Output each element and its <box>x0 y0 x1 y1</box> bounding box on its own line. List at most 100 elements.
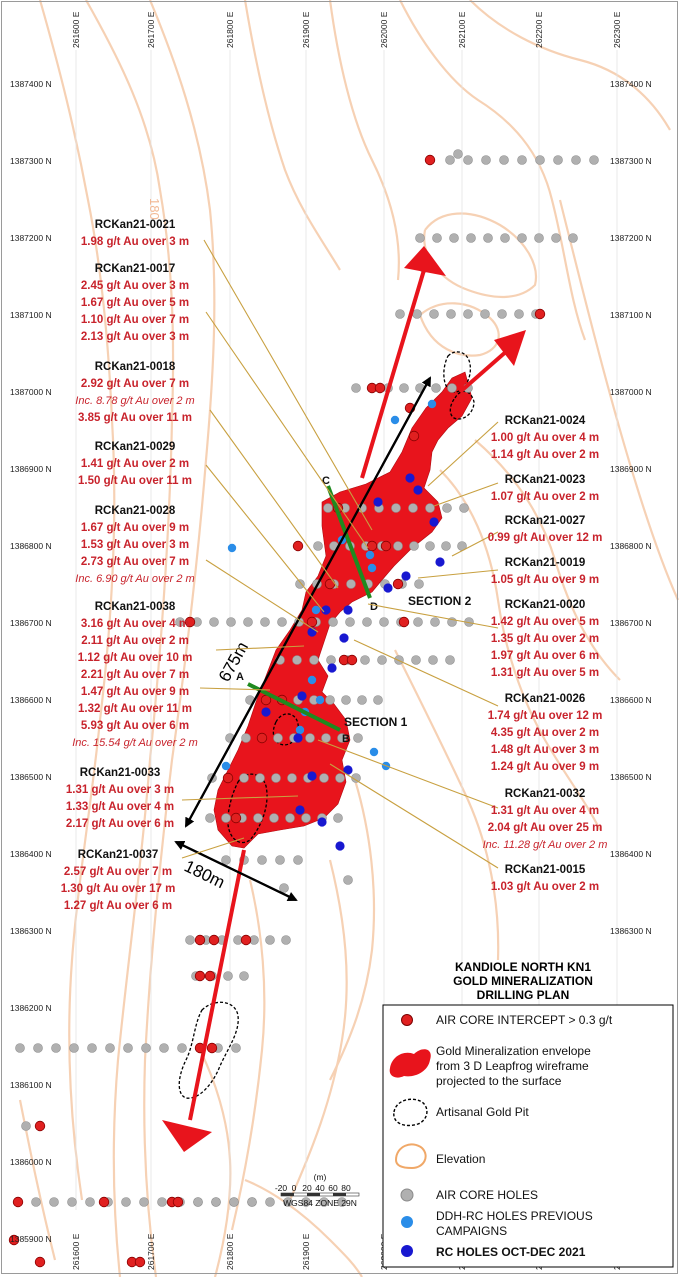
south-trend-shaft <box>188 849 246 1121</box>
air-core-hole <box>442 503 452 513</box>
assay-result: 3.85 g/t Au over 11 m <box>78 412 192 424</box>
trend-arrows <box>162 246 526 1152</box>
hole-id: RCKan21-0021 <box>95 219 176 231</box>
air-core-hole <box>517 155 527 165</box>
air-core-hole <box>239 971 249 981</box>
air-core-hole <box>429 309 439 319</box>
air-core-hole <box>285 813 295 823</box>
air-core-hole <box>21 1121 31 1131</box>
hole-id: RCKan21-0015 <box>505 864 586 876</box>
air-core-hole <box>413 617 423 627</box>
assay-included: Inc. 11.28 g/t Au over 2 m <box>483 839 608 851</box>
width-dimension-label: 180m <box>181 857 228 893</box>
hole-id: RCKan21-0029 <box>95 441 176 453</box>
air-core-hole <box>175 617 185 627</box>
air-core-hole <box>414 579 424 589</box>
air-core-hole <box>333 813 343 823</box>
leader-line <box>181 837 245 859</box>
assay-result: 2.45 g/t Au over 3 m <box>81 280 189 292</box>
artisanal-pit <box>178 1001 239 1099</box>
intercept-hole <box>12 1196 24 1208</box>
assay-included: Inc. 6.90 g/t Au over 2 m <box>75 573 194 585</box>
annotation-rckan21-0027: RCKan21-0027 0.99 g/t Au over 12 m <box>488 515 603 544</box>
air-core-hole <box>141 1043 151 1053</box>
intercept-hole <box>534 308 546 320</box>
assay-result: 1.14 g/t Au over 2 m <box>491 449 599 461</box>
scale-datum: WGS84 ZONE 29N <box>283 1198 357 1208</box>
air-core-hole <box>394 655 404 665</box>
ddh-rc-hole <box>307 675 317 685</box>
air-core-hole <box>514 309 524 319</box>
air-core-hole <box>301 1197 311 1207</box>
drill-holes <box>8 149 599 1268</box>
intercept-hole <box>392 578 404 590</box>
scale-tick: 0 <box>292 1183 297 1193</box>
scale-segment <box>333 1193 346 1196</box>
northing-label-left: 1386500 N <box>10 772 52 782</box>
northing-label-right: 1386400 N <box>610 849 652 859</box>
legend-ddh-rc-label-1: DDH-RC HOLES PREVIOUS <box>436 1209 593 1223</box>
scale-tick: 80 <box>341 1183 351 1193</box>
air-core-hole <box>31 1197 41 1207</box>
assay-result: 2.11 g/t Au over 2 m <box>81 635 189 647</box>
air-core-hole <box>425 541 435 551</box>
air-core-hole <box>408 503 418 513</box>
assay-result: 0.99 g/t Au over 12 m <box>488 532 603 544</box>
title-line-3: DRILLING PLAN <box>477 988 570 1002</box>
rc-2021-hole <box>307 771 317 781</box>
intercept-hole <box>208 934 220 946</box>
rc-2021-hole <box>435 557 445 567</box>
easting-label-top: 262300 E <box>612 11 622 48</box>
section-d-label: D <box>370 601 378 613</box>
air-core-hole <box>449 233 459 243</box>
title-line-2: GOLD MINERALIZATION <box>453 974 593 988</box>
ddh-rc-hole <box>227 543 237 553</box>
assay-result: 1.50 g/t Au over 11 m <box>78 475 192 487</box>
air-core-hole <box>271 773 281 783</box>
assay-result: 1.98 g/t Au over 3 m <box>81 236 189 248</box>
air-core-hole <box>428 655 438 665</box>
northing-label-left: 1386300 N <box>10 926 52 936</box>
northing-label-right: 1386700 N <box>610 618 652 628</box>
air-core-hole <box>463 309 473 319</box>
easting-label-top: 261700 E <box>146 11 156 48</box>
rc-2021-hole <box>297 691 307 701</box>
ddh-rc-hole <box>315 695 325 705</box>
legend-box <box>382 1004 674 1268</box>
easting-label-top: 261900 E <box>301 11 311 48</box>
assay-result: 1.03 g/t Au over 2 m <box>491 881 599 893</box>
northing-label-left: 1387000 N <box>10 387 52 397</box>
air-core-hole <box>425 503 435 513</box>
ne-trend-head <box>494 330 526 366</box>
assay-result: 1.74 g/t Au over 12 m <box>488 710 603 722</box>
air-core-hole <box>226 617 236 627</box>
hole-id: RCKan21-0017 <box>95 263 176 275</box>
air-core-hole <box>325 695 335 705</box>
rc-2021-hole <box>327 663 337 673</box>
contour-line <box>558 199 680 601</box>
ddh-rc-hole <box>427 399 437 409</box>
intercept-hole <box>408 430 420 442</box>
contour-line <box>423 212 538 299</box>
air-core-hole <box>431 383 441 393</box>
air-core-hole <box>287 773 297 783</box>
rc-2021-hole <box>335 841 345 851</box>
legend-air-core-label: AIR CORE HOLES <box>436 1188 538 1202</box>
air-core-hole <box>500 233 510 243</box>
contour-line <box>85 0 175 1278</box>
intercept-hole <box>8 1234 20 1246</box>
hole-id: RCKan21-0033 <box>80 767 161 779</box>
assay-result: 1.33 g/t Au over 4 m <box>66 801 174 813</box>
contour-line <box>244 1178 363 1278</box>
ddh-rc-hole <box>390 415 400 425</box>
contour-line <box>469 0 671 131</box>
assay-result: 1.00 g/t Au over 4 m <box>491 432 599 444</box>
assay-result: 1.10 g/t Au over 7 m <box>81 314 189 326</box>
hole-id: RCKan21-0026 <box>505 693 586 705</box>
air-core-hole <box>229 1197 239 1207</box>
air-core-hole <box>517 233 527 243</box>
assay-result: 3.16 g/t Au over 4 m <box>81 618 189 630</box>
northing-label-left: 1386700 N <box>10 618 52 628</box>
assay-result: 1.47 g/t Au over 9 m <box>81 686 189 698</box>
